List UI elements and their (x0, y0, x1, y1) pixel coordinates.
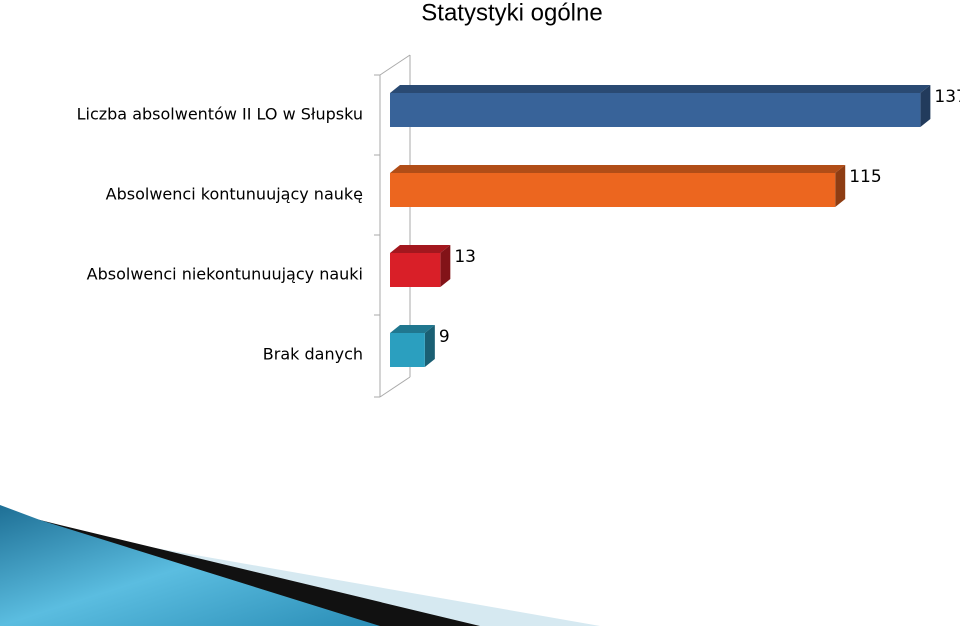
data-label: 13 (454, 247, 476, 267)
bar-top (390, 245, 451, 253)
category-label: Absolwenci niekontunuujący nauki (87, 265, 363, 284)
bar-side (835, 165, 846, 207)
bar (390, 253, 441, 287)
bar-top (390, 85, 931, 93)
data-label: 9 (439, 327, 450, 347)
data-label: 137 (934, 87, 960, 107)
bar-top (390, 165, 846, 173)
data-label: 115 (849, 167, 881, 187)
bar (390, 173, 836, 207)
bar-side (920, 85, 931, 127)
bar (390, 93, 921, 127)
bar-top (390, 325, 435, 333)
bar-side (440, 245, 451, 287)
chart-title: Statystyki ogólne (421, 0, 602, 26)
decoration (0, 505, 600, 626)
category-label: Liczba absolwentów II LO w Słupsku (77, 105, 363, 124)
bar (390, 333, 425, 367)
bar-side (424, 325, 435, 367)
category-label: Brak danych (263, 345, 363, 364)
category-label: Absolwenci kontunuujący naukę (106, 185, 363, 204)
